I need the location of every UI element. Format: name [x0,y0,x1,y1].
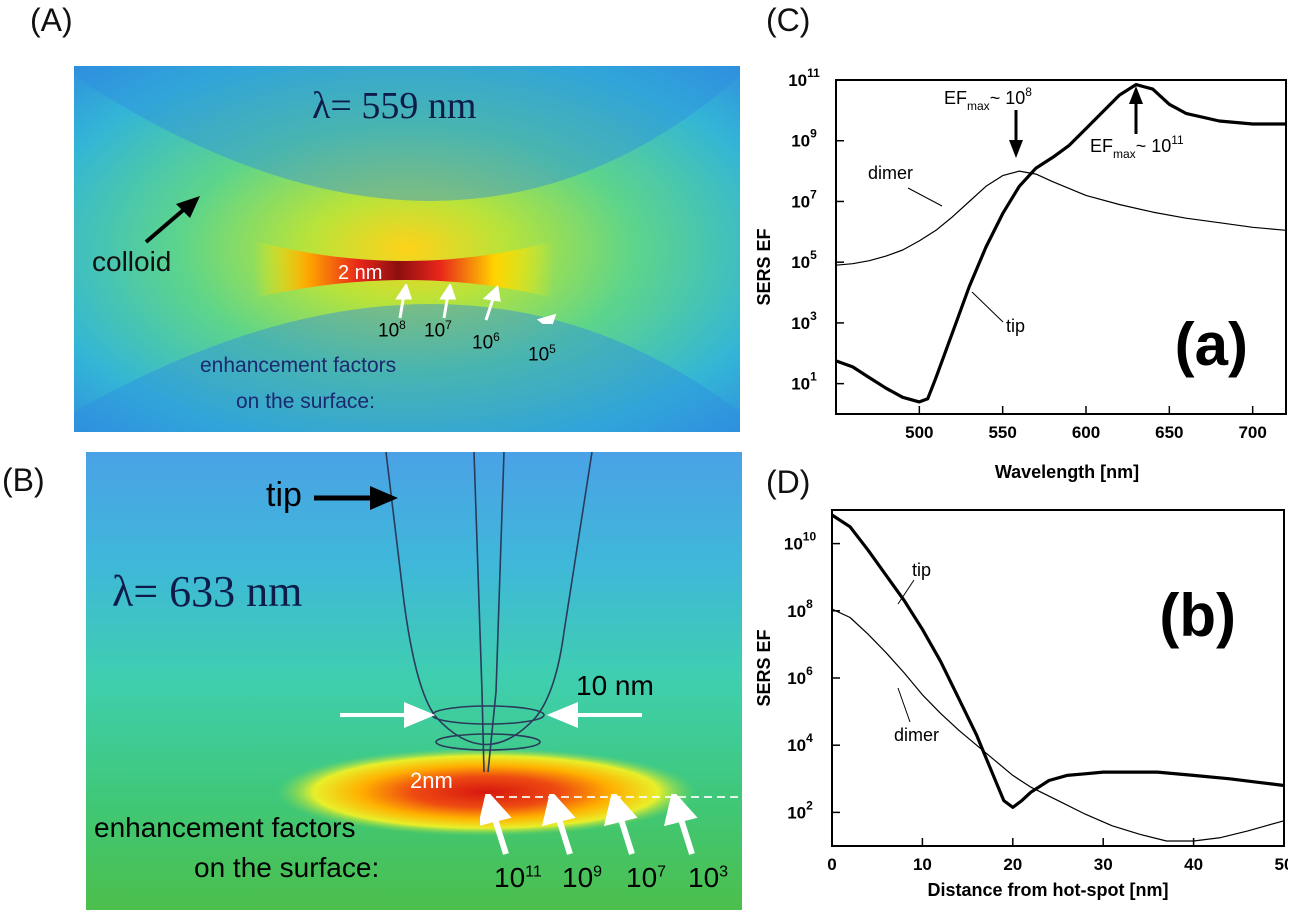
chart-d-legend-tip: tip [912,560,931,580]
panel-b-ef-marker-3: 107 [626,862,667,893]
chart-d-ytick-label-3: 104 [787,731,813,755]
panel-b-width-label: 10 nm [576,670,654,701]
panel-b-width-arrows [340,702,642,728]
chart-c-xtick-label-3: 650 [1155,423,1183,442]
chart-c-legend-tip: tip [1006,316,1025,336]
chart-d-xtick-label-4: 40 [1184,855,1203,874]
chart-d-ytick-label-0: 1010 [784,530,817,554]
chart-c-xtick-label-1: 550 [988,423,1016,442]
colloid-top [74,66,740,201]
panel-a-ef-marker-3: 106 [472,330,500,354]
panel-a-colloid-label: colloid [92,246,172,277]
panel-b-ef-marker-4: 103 [688,862,729,893]
tip-arrow-icon [314,486,398,510]
panel-c-chart: SERS EF Wavelength [nm] (a) dimer tip EF… [754,66,1287,482]
chart-c-panel-tag: (a) [1175,311,1248,378]
panel-b-ef-caption-1: enhancement factors [94,812,356,843]
chart-d-legend-dimer: dimer [894,725,939,745]
chart-d-plot-frame [831,509,1285,847]
chart-d-tip-pointer [897,579,915,605]
panel-b-ef-marker-1: 1011 [494,862,542,893]
panel-a-ef-caption-1: enhancement factors [200,354,397,377]
chart-c-ytick-label-4: 103 [791,309,817,333]
panel-a-marker-arrows [395,284,557,324]
chart-d-series-dimer [831,608,1285,842]
chart-d-ylabel: SERS EF [754,629,774,706]
chart-c-ylabel: SERS EF [754,228,774,305]
panel-label-a: (A) [30,2,73,38]
chart-c-ef-tip: EFmax~ 1011 [1090,133,1184,161]
panel-a-ef-marker-4: 105 [528,342,556,366]
panel-a-gap-label: 2 nm [338,262,383,284]
panel-label-c: (C) [766,2,811,38]
chart-c-series-dimer [835,170,1287,266]
chart-c-xtick-label-0: 500 [905,423,933,442]
chart-c-xlabel: Wavelength [nm] [995,462,1139,482]
chart-c-dimer-pointer [907,187,943,207]
chart-c-ytick-label-1: 109 [791,127,817,151]
chart-c-ytick-label-2: 107 [791,187,817,211]
panel-b-tip-label: tip [266,476,302,514]
chart-d-xtick-label-3: 30 [1094,855,1113,874]
chart-c-xtick-label-4: 700 [1238,423,1266,442]
chart-c-ef-tip-arrow [1129,86,1143,134]
chart-c-ytick-label-3: 105 [791,248,817,272]
panel-a-wavelength: λ= 559 nm [312,85,477,127]
chart-d-xtick-label-1: 10 [913,855,932,874]
chart-c-series-tip [835,83,1286,404]
panel-a-ef-marker-2: 107 [424,318,452,342]
chart-d-ytick-label-4: 102 [787,798,813,822]
panel-d-chart: SERS EF Distance from hot-spot [nm] (b) … [754,509,1288,900]
panel-b-marker-arrows [480,794,698,855]
colloid-bottom [74,304,740,432]
panel-label-b: (B) [2,462,45,498]
chart-c-legend-dimer: dimer [868,163,913,183]
panel-b-ef-caption-2: on the surface: [194,852,380,883]
chart-c-tip-pointer [971,291,1004,323]
chart-c-ef-dimer: EFmax~ 108 [944,85,1032,113]
chart-d-ytick-label-1: 108 [787,597,813,621]
panel-a-ef-caption-2: on the surface: [236,390,375,413]
chart-c-xtick-label-2: 600 [1072,423,1100,442]
chart-d-xlabel: Distance from hot-spot [nm] [928,880,1169,900]
panel-label-d: (D) [766,464,811,500]
chart-d-xtick-label-0: 0 [827,855,836,874]
chart-d-ytick-label-2: 106 [787,664,813,688]
chart-d-xtick-label-2: 20 [1003,855,1022,874]
tip-outline [385,452,593,773]
chart-d-series-tip [831,513,1285,809]
panel-b-field-map [86,452,742,910]
panel-b-ef-marker-2: 109 [562,862,603,893]
chart-c-ytick-label-5: 101 [791,370,817,394]
chart-d-panel-tag: (b) [1159,582,1236,649]
chart-d-xtick-label-5: 50 [1275,855,1288,874]
chart-c-ytick-label-0: 1011 [788,66,820,90]
colloid-arrow-icon [144,196,200,244]
panel-b-wavelength: λ= 633 nm [112,567,303,616]
chart-c-plot-frame [835,79,1287,415]
panel-a-field-map [74,66,740,432]
chart-d-dimer-pointer [897,687,911,723]
panel-b-gap-label: 2nm [410,768,453,793]
panel-a-ef-marker-1: 108 [378,318,406,342]
chart-c-ef-dimer-arrow [1009,110,1023,158]
